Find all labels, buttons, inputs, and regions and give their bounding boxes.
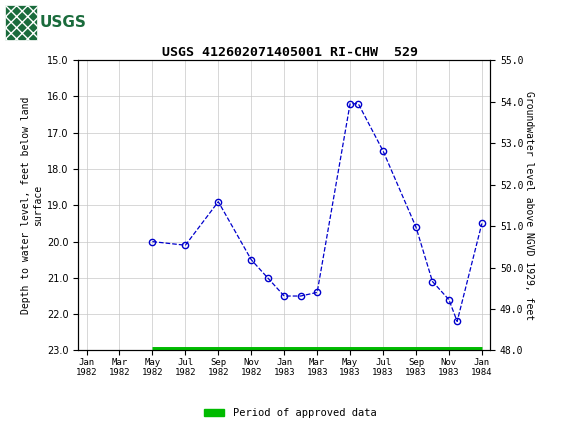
Text: USGS 412602071405001 RI-CHW  529: USGS 412602071405001 RI-CHW 529 (162, 46, 418, 59)
Bar (5, 6, 37, 40)
Legend: Period of approved data: Period of approved data (200, 404, 380, 423)
Y-axis label: Depth to water level, feet below land
surface: Depth to water level, feet below land su… (21, 97, 43, 314)
Y-axis label: Groundwater level above NGVD 1929, feet: Groundwater level above NGVD 1929, feet (524, 91, 534, 320)
Bar (5, 6, 68, 40)
Text: USGS: USGS (39, 15, 86, 30)
